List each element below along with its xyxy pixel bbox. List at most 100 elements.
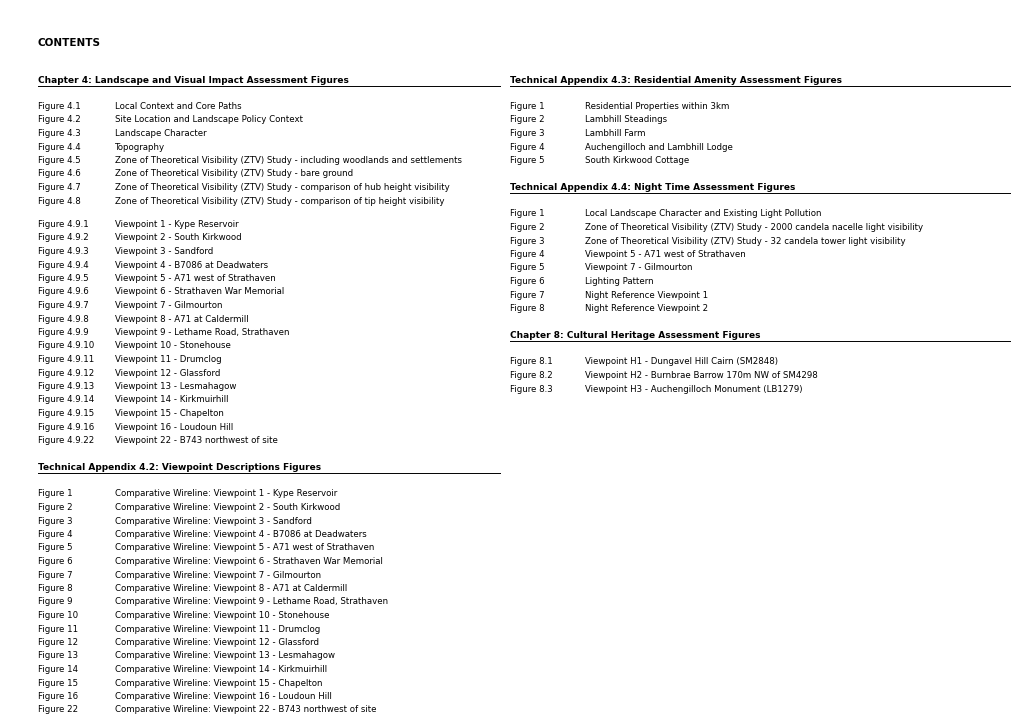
Text: Chapter 4: Landscape and Visual Impact Assessment Figures: Chapter 4: Landscape and Visual Impact A… (38, 76, 348, 85)
Text: Comparative Wireline: Viewpoint 4 - B7086 at Deadwaters: Comparative Wireline: Viewpoint 4 - B708… (115, 530, 367, 539)
Text: Landscape Character: Landscape Character (115, 129, 207, 138)
Text: Viewpoint 4 - B7086 at Deadwaters: Viewpoint 4 - B7086 at Deadwaters (115, 260, 268, 270)
Text: Viewpoint 10 - Stonehouse: Viewpoint 10 - Stonehouse (115, 342, 230, 350)
Text: Night Reference Viewpoint 2: Night Reference Viewpoint 2 (585, 304, 707, 313)
Text: Figure 8.3: Figure 8.3 (510, 384, 552, 394)
Text: Figure 4.9.7: Figure 4.9.7 (38, 301, 89, 310)
Text: Comparative Wireline: Viewpoint 3 - Sandford: Comparative Wireline: Viewpoint 3 - Sand… (115, 516, 312, 526)
Text: Technical Appendix 4.2: Viewpoint Descriptions Figures: Technical Appendix 4.2: Viewpoint Descri… (38, 464, 321, 472)
Text: Figure 4: Figure 4 (510, 250, 544, 259)
Text: Figure 4.9.15: Figure 4.9.15 (38, 409, 94, 418)
Text: Figure 11: Figure 11 (38, 624, 78, 634)
Text: Figure 7: Figure 7 (510, 291, 544, 299)
Text: Figure 4: Figure 4 (38, 530, 72, 539)
Text: Figure 6: Figure 6 (510, 277, 544, 286)
Text: Viewpoint 9 - Lethame Road, Strathaven: Viewpoint 9 - Lethame Road, Strathaven (115, 328, 289, 337)
Text: Auchengilloch and Lambhill Lodge: Auchengilloch and Lambhill Lodge (585, 143, 733, 151)
Text: Lambhill Steadings: Lambhill Steadings (585, 115, 666, 125)
Text: Site Location and Landscape Policy Context: Site Location and Landscape Policy Conte… (115, 115, 303, 125)
Text: Figure 4.9.11: Figure 4.9.11 (38, 355, 94, 364)
Text: Figure 4.9.2: Figure 4.9.2 (38, 234, 89, 242)
Text: Comparative Wireline: Viewpoint 16 - Loudoun Hill: Comparative Wireline: Viewpoint 16 - Lou… (115, 692, 331, 701)
Text: Figure 9: Figure 9 (38, 598, 72, 606)
Text: Figure 4.6: Figure 4.6 (38, 169, 81, 179)
Text: Comparative Wireline: Viewpoint 2 - South Kirkwood: Comparative Wireline: Viewpoint 2 - Sout… (115, 503, 340, 512)
Text: Figure 6: Figure 6 (38, 557, 72, 566)
Text: Topography: Topography (115, 143, 165, 151)
Text: Figure 4.8: Figure 4.8 (38, 197, 81, 205)
Text: Figure 5: Figure 5 (510, 263, 544, 273)
Text: Technical Appendix 4.3: Residential Amenity Assessment Figures: Technical Appendix 4.3: Residential Amen… (510, 76, 841, 85)
Text: Figure 4.9.14: Figure 4.9.14 (38, 396, 94, 404)
Text: Zone of Theoretical Visibility (ZTV) Study - including woodlands and settlements: Zone of Theoretical Visibility (ZTV) Stu… (115, 156, 462, 165)
Text: Comparative Wireline: Viewpoint 1 - Kype Reservoir: Comparative Wireline: Viewpoint 1 - Kype… (115, 490, 337, 498)
Text: Viewpoint 16 - Loudoun Hill: Viewpoint 16 - Loudoun Hill (115, 423, 233, 431)
Text: CONTENTS: CONTENTS (38, 38, 101, 48)
Text: Figure 2: Figure 2 (38, 503, 72, 512)
Text: Zone of Theoretical Visibility (ZTV) Study - comparison of hub height visibility: Zone of Theoretical Visibility (ZTV) Stu… (115, 183, 449, 192)
Text: Figure 1: Figure 1 (510, 210, 544, 218)
Text: Viewpoint 22 - B743 northwest of site: Viewpoint 22 - B743 northwest of site (115, 436, 277, 445)
Text: Zone of Theoretical Visibility (ZTV) Study - 2000 candela nacelle light visibili: Zone of Theoretical Visibility (ZTV) Stu… (585, 223, 922, 232)
Text: Viewpoint H1 - Dungavel Hill Cairn (SM2848): Viewpoint H1 - Dungavel Hill Cairn (SM28… (585, 358, 777, 366)
Text: Figure 8: Figure 8 (38, 584, 72, 593)
Text: Figure 1: Figure 1 (38, 490, 72, 498)
Text: Figure 4.2: Figure 4.2 (38, 115, 81, 125)
Text: Figure 4.9.16: Figure 4.9.16 (38, 423, 94, 431)
Text: Figure 4.4: Figure 4.4 (38, 143, 81, 151)
Text: Viewpoint 13 - Lesmahagow: Viewpoint 13 - Lesmahagow (115, 382, 236, 391)
Text: Figure 16: Figure 16 (38, 692, 78, 701)
Text: Figure 2: Figure 2 (510, 223, 544, 232)
Text: Figure 4.9.10: Figure 4.9.10 (38, 342, 94, 350)
Text: Comparative Wireline: Viewpoint 6 - Strathaven War Memorial: Comparative Wireline: Viewpoint 6 - Stra… (115, 557, 382, 566)
Text: Viewpoint 7 - Gilmourton: Viewpoint 7 - Gilmourton (585, 263, 692, 273)
Text: Zone of Theoretical Visibility (ZTV) Study - 32 candela tower light visibility: Zone of Theoretical Visibility (ZTV) Stu… (585, 236, 905, 245)
Text: Viewpoint 7 - Gilmourton: Viewpoint 7 - Gilmourton (115, 301, 222, 310)
Text: Comparative Wireline: Viewpoint 10 - Stonehouse: Comparative Wireline: Viewpoint 10 - Sto… (115, 611, 329, 620)
Text: Figure 4.9.5: Figure 4.9.5 (38, 274, 89, 283)
Text: Viewpoint H3 - Auchengilloch Monument (LB1279): Viewpoint H3 - Auchengilloch Monument (L… (585, 384, 802, 394)
Text: Figure 10: Figure 10 (38, 611, 78, 620)
Text: Figure 4.9.6: Figure 4.9.6 (38, 288, 89, 296)
Text: Viewpoint 2 - South Kirkwood: Viewpoint 2 - South Kirkwood (115, 234, 242, 242)
Text: Technical Appendix 4.4: Night Time Assessment Figures: Technical Appendix 4.4: Night Time Asses… (510, 184, 795, 193)
Text: Figure 12: Figure 12 (38, 638, 78, 647)
Text: Figure 4.9.13: Figure 4.9.13 (38, 382, 94, 391)
Text: Figure 5: Figure 5 (38, 544, 72, 552)
Text: Zone of Theoretical Visibility (ZTV) Study - comparison of tip height visibility: Zone of Theoretical Visibility (ZTV) Stu… (115, 197, 444, 205)
Text: Comparative Wireline: Viewpoint 22 - B743 northwest of site: Comparative Wireline: Viewpoint 22 - B74… (115, 706, 376, 715)
Text: Figure 4.9.12: Figure 4.9.12 (38, 368, 94, 378)
Text: Viewpoint 11 - Drumclog: Viewpoint 11 - Drumclog (115, 355, 221, 364)
Text: Figure 14: Figure 14 (38, 665, 78, 674)
Text: Figure 3: Figure 3 (38, 516, 72, 526)
Text: Figure 13: Figure 13 (38, 652, 78, 660)
Text: Zone of Theoretical Visibility (ZTV) Study - bare ground: Zone of Theoretical Visibility (ZTV) Stu… (115, 169, 353, 179)
Text: Local Context and Core Paths: Local Context and Core Paths (115, 102, 242, 111)
Text: Viewpoint 1 - Kype Reservoir: Viewpoint 1 - Kype Reservoir (115, 220, 238, 229)
Text: Viewpoint 15 - Chapelton: Viewpoint 15 - Chapelton (115, 409, 223, 418)
Text: Figure 5: Figure 5 (510, 156, 544, 165)
Text: Comparative Wireline: Viewpoint 8 - A71 at Caldermill: Comparative Wireline: Viewpoint 8 - A71 … (115, 584, 346, 593)
Text: Figure 7: Figure 7 (38, 570, 72, 580)
Text: Viewpoint 3 - Sandford: Viewpoint 3 - Sandford (115, 247, 213, 256)
Text: Comparative Wireline: Viewpoint 15 - Chapelton: Comparative Wireline: Viewpoint 15 - Cha… (115, 678, 322, 688)
Text: Figure 4.9.8: Figure 4.9.8 (38, 314, 89, 324)
Text: Viewpoint 6 - Strathaven War Memorial: Viewpoint 6 - Strathaven War Memorial (115, 288, 284, 296)
Text: Figure 8.2: Figure 8.2 (510, 371, 552, 380)
Text: Figure 4.1: Figure 4.1 (38, 102, 81, 111)
Text: Comparative Wireline: Viewpoint 7 - Gilmourton: Comparative Wireline: Viewpoint 7 - Gilm… (115, 570, 321, 580)
Text: Figure 4.9.22: Figure 4.9.22 (38, 436, 94, 445)
Text: Figure 4.9.4: Figure 4.9.4 (38, 260, 89, 270)
Text: Figure 4.7: Figure 4.7 (38, 183, 81, 192)
Text: Figure 15: Figure 15 (38, 678, 78, 688)
Text: Viewpoint 5 - A71 west of Strathaven: Viewpoint 5 - A71 west of Strathaven (585, 250, 745, 259)
Text: Figure 8: Figure 8 (510, 304, 544, 313)
Text: Figure 4.9.3: Figure 4.9.3 (38, 247, 89, 256)
Text: Viewpoint 5 - A71 west of Strathaven: Viewpoint 5 - A71 west of Strathaven (115, 274, 275, 283)
Text: Comparative Wireline: Viewpoint 14 - Kirkmuirhill: Comparative Wireline: Viewpoint 14 - Kir… (115, 665, 327, 674)
Text: Figure 22: Figure 22 (38, 706, 78, 715)
Text: Night Reference Viewpoint 1: Night Reference Viewpoint 1 (585, 291, 707, 299)
Text: Comparative Wireline: Viewpoint 9 - Lethame Road, Strathaven: Comparative Wireline: Viewpoint 9 - Leth… (115, 598, 388, 606)
Text: Figure 8.1: Figure 8.1 (510, 358, 552, 366)
Text: Comparative Wireline: Viewpoint 11 - Drumclog: Comparative Wireline: Viewpoint 11 - Dru… (115, 624, 320, 634)
